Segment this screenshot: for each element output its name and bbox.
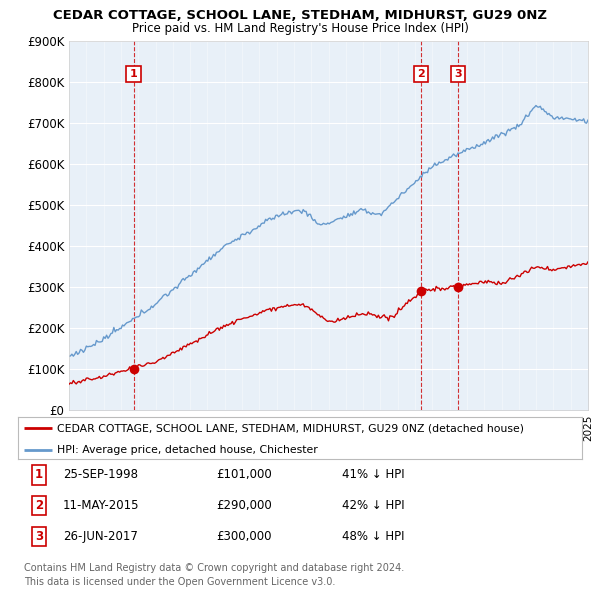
- Text: 42% ↓ HPI: 42% ↓ HPI: [342, 499, 404, 512]
- Text: 2: 2: [418, 69, 425, 79]
- Text: Price paid vs. HM Land Registry's House Price Index (HPI): Price paid vs. HM Land Registry's House …: [131, 22, 469, 35]
- Text: 48% ↓ HPI: 48% ↓ HPI: [342, 530, 404, 543]
- Text: £101,000: £101,000: [216, 468, 272, 481]
- Text: HPI: Average price, detached house, Chichester: HPI: Average price, detached house, Chic…: [58, 445, 318, 455]
- Text: 41% ↓ HPI: 41% ↓ HPI: [342, 468, 404, 481]
- Text: 25-SEP-1998: 25-SEP-1998: [63, 468, 138, 481]
- Text: 1: 1: [130, 69, 137, 79]
- Text: 2: 2: [35, 499, 43, 512]
- Text: Contains HM Land Registry data © Crown copyright and database right 2024.
This d: Contains HM Land Registry data © Crown c…: [24, 563, 404, 587]
- Text: 11-MAY-2015: 11-MAY-2015: [63, 499, 139, 512]
- Text: 3: 3: [454, 69, 462, 79]
- Text: 26-JUN-2017: 26-JUN-2017: [63, 530, 138, 543]
- Text: 1: 1: [35, 468, 43, 481]
- Text: CEDAR COTTAGE, SCHOOL LANE, STEDHAM, MIDHURST, GU29 0NZ (detached house): CEDAR COTTAGE, SCHOOL LANE, STEDHAM, MID…: [58, 423, 524, 433]
- Text: £290,000: £290,000: [216, 499, 272, 512]
- Text: £300,000: £300,000: [216, 530, 271, 543]
- Text: CEDAR COTTAGE, SCHOOL LANE, STEDHAM, MIDHURST, GU29 0NZ: CEDAR COTTAGE, SCHOOL LANE, STEDHAM, MID…: [53, 9, 547, 22]
- Text: 3: 3: [35, 530, 43, 543]
